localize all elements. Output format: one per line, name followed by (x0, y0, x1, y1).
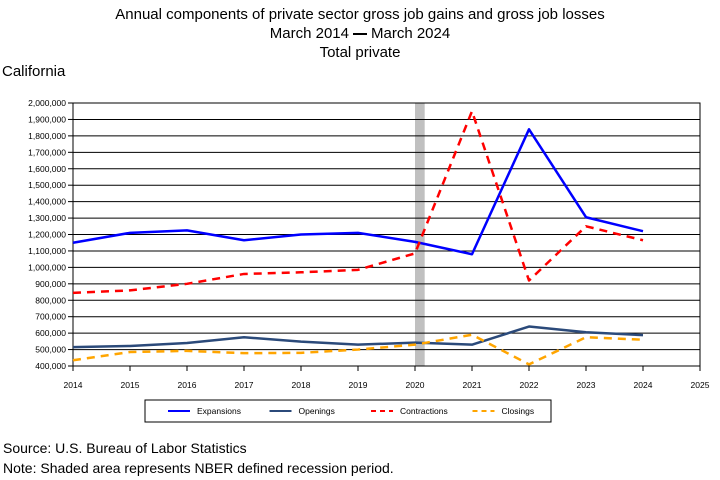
series-line-contractions (72, 109, 644, 295)
x-tick-label: 2019 (349, 380, 368, 390)
y-tick-label: 1,900,000 (28, 114, 66, 124)
y-tick-label: 2,000,000 (28, 98, 66, 108)
series-line-openings (72, 325, 644, 349)
x-tick-label: 2024 (634, 380, 653, 390)
source-note: Source: U.S. Bureau of Labor Statistics (3, 440, 247, 456)
y-tick-label: 1,500,000 (28, 180, 66, 190)
legend-label-expansions: Expansions (197, 406, 241, 416)
chart-subtitle-period: March 2014 March 2024 (0, 24, 720, 43)
plot-frame (72, 102, 701, 367)
y-tick-label: 1,200,000 (28, 230, 66, 240)
series-line-expansions (72, 128, 644, 256)
x-tick-label: 2022 (520, 380, 539, 390)
chart-title: Annual components of private sector gros… (115, 6, 605, 23)
y-tick-label: 600,000 (35, 328, 66, 338)
period-end: March 2024 (371, 25, 451, 42)
y-tick-label: 1,000,000 (28, 262, 66, 272)
x-tick-label: 2014 (64, 380, 83, 390)
chart-subtitle-industry: Total private (319, 44, 401, 61)
x-tick-label: 2017 (235, 380, 254, 390)
legend-label-contractions: Contractions (400, 406, 448, 416)
region-label: California (2, 63, 66, 80)
x-tick-label: 2020 (406, 380, 425, 390)
x-tick-label: 2021 (463, 380, 482, 390)
x-tick-label: 2018 (292, 380, 311, 390)
y-tick-label: 1,700,000 (28, 147, 66, 157)
recession-note: Note: Shaded area represents NBER define… (3, 460, 394, 476)
legend-box (144, 399, 552, 423)
y-tick-label: 1,600,000 (28, 164, 66, 174)
y-tick-label: 800,000 (35, 295, 66, 305)
y-tick-label: 400,000 (35, 361, 66, 371)
y-tick-label: 1,100,000 (28, 246, 66, 256)
x-tick-label: 2015 (121, 380, 140, 390)
line-chart: 400,000 500,000 600,000 700,000 800,000 900,0… (28, 98, 710, 423)
dash-glyph (353, 33, 367, 36)
x-tick-label: 2025 (691, 380, 710, 390)
x-tick-label: 2016 (178, 380, 197, 390)
y-tick-label: 700,000 (35, 312, 66, 322)
y-tick-label: 500,000 (35, 345, 66, 355)
y-tick-label: 1,300,000 (28, 213, 66, 223)
legend-label-closings: Closings (502, 406, 535, 416)
x-tick-label: 2023 (577, 380, 596, 390)
period-start: March 2014 (269, 25, 349, 42)
series-line-closings (72, 333, 644, 366)
y-tick-label: 1,800,000 (28, 131, 66, 141)
y-tick-label: 900,000 (35, 279, 66, 289)
legend-label-openings: Openings (299, 406, 335, 416)
y-tick-label: 1,400,000 (28, 197, 66, 207)
